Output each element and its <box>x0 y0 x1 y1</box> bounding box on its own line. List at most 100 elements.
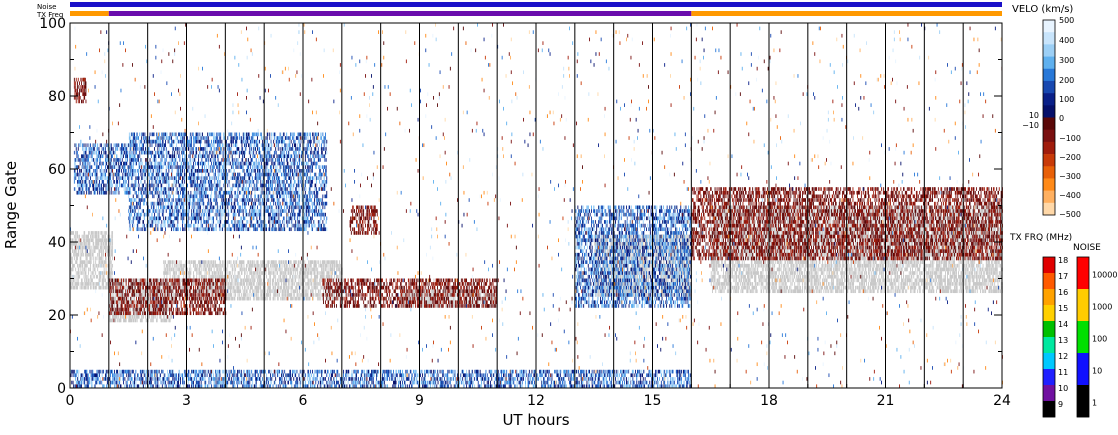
velocity-cell <box>238 293 239 297</box>
velocity-cell <box>102 260 103 264</box>
velocity-cell <box>117 315 118 319</box>
velocity-cell <box>142 315 143 319</box>
velocity-cell <box>212 271 213 275</box>
velocity-cell <box>211 268 212 272</box>
velocity-cell <box>307 297 308 301</box>
velocity-cell <box>100 279 101 283</box>
velocity-cell <box>246 268 247 272</box>
velocity-cell <box>112 238 113 242</box>
velocity-cell <box>649 268 650 272</box>
velocity-cell <box>164 275 165 279</box>
velocity-cell <box>172 286 173 290</box>
velocity-cell <box>289 286 290 290</box>
velocity-cell <box>77 231 78 235</box>
velocity-cell <box>196 275 197 279</box>
velocity-cell <box>91 271 92 275</box>
velocity-cell <box>137 319 138 323</box>
velocity-cell <box>209 268 210 272</box>
velocity-cell <box>312 260 313 264</box>
velocity-cell <box>682 271 683 275</box>
velocity-cell <box>410 293 411 297</box>
velocity-cell <box>228 293 229 297</box>
velocity-cell <box>433 289 434 293</box>
velocity-cell <box>637 275 638 279</box>
velocity-cell <box>324 260 325 264</box>
velocity-cell <box>260 275 261 279</box>
velocity-cell <box>273 286 274 290</box>
velocity-cell <box>221 268 222 272</box>
velocity-cell <box>245 293 246 297</box>
velocity-cell <box>103 249 104 253</box>
velocity-cell <box>168 304 169 308</box>
velocity-cell <box>102 271 103 275</box>
velocity-cell <box>318 297 319 301</box>
velocity-cell <box>171 315 172 319</box>
velocity-cell <box>210 289 211 293</box>
velocity-cell <box>318 293 319 297</box>
velocity-cell <box>682 275 683 279</box>
velocity-cell <box>229 279 230 283</box>
velocity-cell <box>194 282 195 286</box>
velocity-cell <box>76 249 77 253</box>
velocity-cell <box>240 297 241 301</box>
velocity-cell <box>235 289 236 293</box>
velocity-cell <box>86 260 87 264</box>
velocity-cell <box>286 297 287 301</box>
velocity-cell <box>93 242 94 246</box>
velocity-cell <box>93 231 94 235</box>
velocity-cell <box>231 282 232 286</box>
velocity-cell <box>240 286 241 290</box>
velocity-cell <box>89 279 90 283</box>
velocity-cell <box>317 268 318 272</box>
velocity-cell <box>73 282 74 286</box>
velocity-cell <box>82 286 83 290</box>
velocity-cell <box>88 235 89 239</box>
velocity-cell <box>302 289 303 293</box>
velocity-cell <box>111 246 112 250</box>
velocity-cell <box>244 260 245 264</box>
velocity-cell <box>245 289 246 293</box>
velocity-cell <box>261 289 262 293</box>
velocity-cell <box>199 286 200 290</box>
velocity-cell <box>611 289 612 293</box>
velocity-cell <box>273 268 274 272</box>
velocity-cell <box>176 275 177 279</box>
velocity-cell <box>95 271 96 275</box>
velocity-cell <box>93 268 94 272</box>
velocity-cell <box>177 260 178 264</box>
velocity-cell <box>93 257 94 261</box>
velocity-cell <box>97 264 98 268</box>
velocity-cell <box>84 279 85 283</box>
velocity-cell <box>328 297 329 301</box>
velocity-cell <box>300 286 301 290</box>
velocity-cell <box>234 260 235 264</box>
velocity-cell <box>445 304 446 308</box>
velocity-cell <box>230 271 231 275</box>
velocity-cell <box>82 235 83 239</box>
velocity-cell <box>93 264 94 268</box>
velocity-cell <box>214 268 215 272</box>
velocity-cell <box>238 282 239 286</box>
velocity-cell <box>93 271 94 275</box>
velocity-cell <box>240 275 241 279</box>
velocity-cell <box>100 260 101 264</box>
velocity-cell <box>610 268 611 272</box>
velocity-cell <box>99 264 100 268</box>
velocity-cell <box>631 257 632 261</box>
velocity-cell <box>270 297 271 301</box>
velocity-cell <box>256 293 257 297</box>
velocity-cell <box>132 319 133 323</box>
velocity-cell <box>678 235 679 239</box>
velocity-cell <box>88 271 89 275</box>
velocity-cell <box>104 286 105 290</box>
velocity-cell <box>227 271 228 275</box>
velocity-cell <box>73 279 74 283</box>
velocity-cell <box>76 231 77 235</box>
velocity-cell <box>254 297 255 301</box>
velocity-cell <box>306 264 307 268</box>
velocity-cell <box>240 264 241 268</box>
velocity-cell <box>258 260 259 264</box>
velocity-cell <box>275 286 276 290</box>
velocity-cell <box>90 257 91 261</box>
velocity-cell <box>134 297 135 301</box>
